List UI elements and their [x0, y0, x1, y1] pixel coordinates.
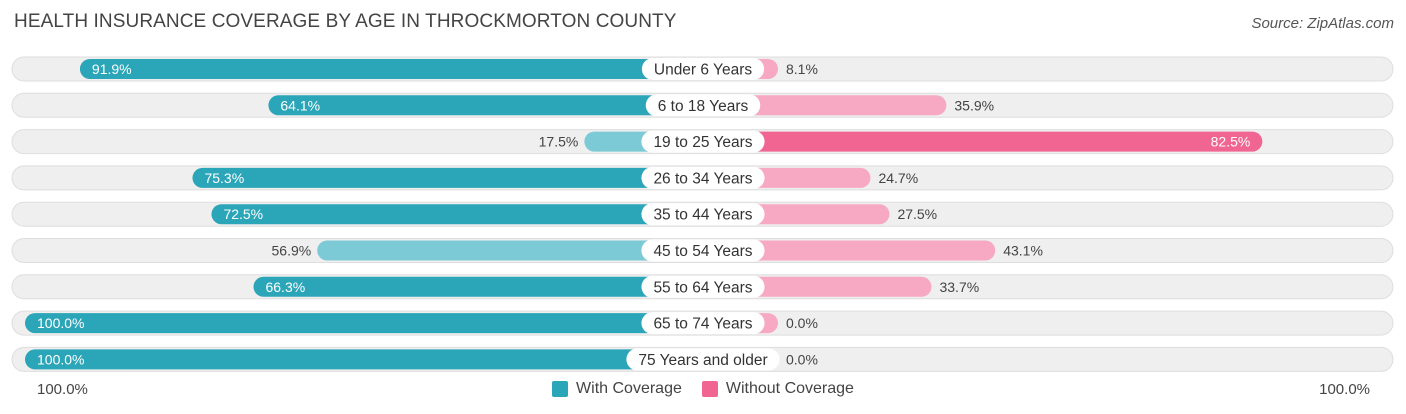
category-pill [641, 130, 765, 153]
chart-row: 100.0% 0.0% 65 to 74 Years [11, 310, 1394, 336]
chart-title: HEALTH INSURANCE COVERAGE BY AGE IN THRO… [14, 11, 677, 32]
label-with-coverage: 100.0% [37, 351, 84, 367]
label-with-coverage: 56.9% [272, 243, 312, 259]
legend-without-coverage: Without Coverage [701, 380, 854, 398]
bar-with-coverage [268, 95, 703, 116]
chart-row: 17.5% 82.5% 19 to 25 Years [11, 129, 1394, 155]
category-pill [641, 166, 765, 189]
chart-row: 75.3% 24.7% 26 to 34 Years [11, 165, 1394, 191]
label-with-coverage: 75.3% [204, 170, 244, 186]
bar-with-coverage [317, 240, 703, 261]
chart-row: 100.0% 0.0% 75 Years and older [11, 346, 1394, 372]
label-without-coverage: 0.0% [786, 315, 818, 331]
bar-without-coverage [703, 131, 1263, 152]
bar-with-coverage [211, 204, 703, 225]
source-note: Source: ZipAtlas.com [1251, 15, 1394, 32]
category-label: 55 to 64 Years [653, 279, 752, 296]
legend-with-coverage: With Coverage [552, 380, 682, 398]
legend-with-swatch [552, 381, 569, 397]
label-with-coverage: 72.5% [223, 206, 263, 222]
bar-with-coverage [79, 59, 704, 79]
chart-row: 91.9% 8.1% Under 6 Years [11, 56, 1394, 82]
legend-without-swatch [701, 381, 718, 397]
legend-with-label: With Coverage [576, 380, 682, 397]
category-label: 35 to 44 Years [653, 207, 752, 224]
axis-left-label: 100.0% [37, 381, 88, 398]
label-without-coverage: 24.7% [878, 170, 918, 186]
category-pill [641, 239, 765, 262]
category-label: 75 Years and older [638, 352, 767, 369]
category-label: 45 to 54 Years [653, 243, 752, 260]
label-with-coverage: 64.1% [280, 97, 320, 113]
bar-without-coverage [703, 240, 996, 261]
label-with-coverage: 66.3% [265, 279, 305, 295]
category-pill [641, 312, 765, 335]
label-without-coverage: 33.7% [939, 279, 979, 295]
bar-with-coverage [25, 349, 703, 370]
chart-row: 56.9% 43.1% 45 to 54 Years [11, 238, 1394, 263]
bar-with-coverage [253, 276, 703, 297]
category-label: 26 to 34 Years [653, 170, 752, 187]
chart-row: 64.1% 35.9% 6 to 18 Years [11, 92, 1394, 118]
label-with-coverage: 100.0% [37, 315, 84, 331]
category-pill [645, 94, 761, 117]
category-pill [641, 58, 765, 80]
chart-row: 66.3% 33.7% 55 to 64 Years [11, 274, 1394, 300]
category-label: 19 to 25 Years [653, 134, 752, 151]
label-with-coverage: 17.5% [539, 134, 579, 150]
label-without-coverage: 43.1% [1003, 243, 1043, 259]
legend-without-label: Without Coverage [725, 380, 854, 397]
bar-with-coverage [192, 167, 703, 188]
label-without-coverage: 35.9% [954, 97, 994, 113]
category-pill [626, 348, 780, 371]
chart-row: 72.5% 27.5% 35 to 44 Years [11, 201, 1394, 227]
bar-with-coverage [25, 313, 703, 334]
category-label: 6 to 18 Years [658, 98, 749, 115]
legend: With Coverage Without Coverage [0, 380, 1406, 398]
label-without-coverage: 0.0% [786, 351, 818, 367]
category-label: Under 6 Years [654, 62, 752, 79]
label-with-coverage: 91.9% [92, 61, 132, 77]
category-label: 65 to 74 Years [653, 316, 752, 333]
category-pill [641, 275, 765, 298]
label-without-coverage: 27.5% [897, 206, 937, 222]
axis-right-label: 100.0% [1319, 381, 1370, 398]
bar-without-coverage [703, 95, 947, 116]
label-without-coverage: 82.5% [1211, 134, 1251, 150]
category-pill [641, 203, 765, 226]
label-without-coverage: 8.1% [786, 61, 818, 77]
